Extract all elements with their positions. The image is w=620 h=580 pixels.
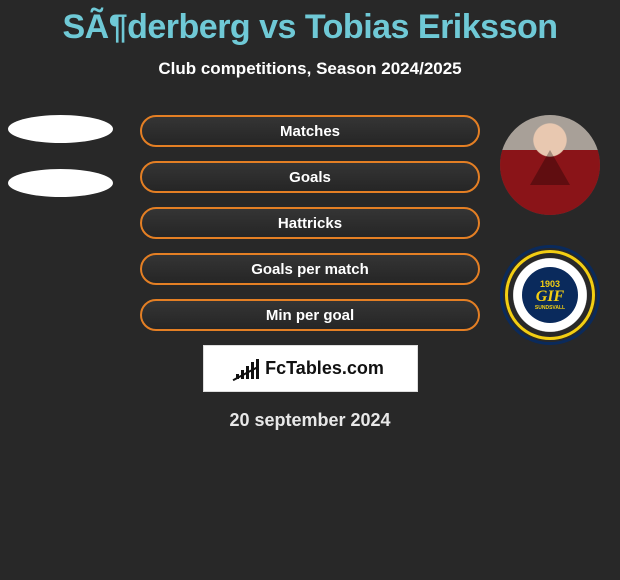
branding-box[interactable]: FcTables.com	[203, 345, 418, 392]
comparison-panel: 1903 GIF SUNDSVALL Matches Goals Hattric…	[0, 115, 620, 431]
club-badge-monogram: GIF	[536, 289, 564, 305]
right-player-avatar	[500, 115, 600, 215]
stat-label: Hattricks	[278, 215, 342, 232]
branding-logo-icon	[236, 359, 259, 379]
stat-bars: Matches Goals Hattricks Goals per match …	[140, 115, 480, 331]
stat-bar-min-per-goal: Min per goal	[140, 299, 480, 331]
stat-label: Min per goal	[266, 307, 354, 324]
footer-date: 20 september 2024	[0, 410, 620, 431]
page-subtitle: Club competitions, Season 2024/2025	[0, 59, 620, 79]
stat-bar-goals-per-match: Goals per match	[140, 253, 480, 285]
stat-label: Goals per match	[251, 261, 369, 278]
left-player-avatar-placeholder	[8, 115, 113, 143]
stat-label: Matches	[280, 123, 340, 140]
stat-bar-hattricks: Hattricks	[140, 207, 480, 239]
right-player-column: 1903 GIF SUNDSVALL	[500, 115, 600, 345]
stat-bar-goals: Goals	[140, 161, 480, 193]
page-title: SÃ¶derberg vs Tobias Eriksson	[0, 0, 620, 47]
left-player-column	[8, 115, 113, 223]
player-photo	[500, 115, 600, 215]
right-club-badge: 1903 GIF SUNDSVALL	[500, 245, 600, 345]
stat-label: Goals	[289, 169, 331, 186]
branding-site-name: FcTables.com	[265, 358, 384, 379]
club-badge-year: 1903	[540, 279, 560, 289]
left-club-badge-placeholder	[8, 169, 113, 197]
stat-bar-matches: Matches	[140, 115, 480, 147]
club-badge-inner: 1903 GIF SUNDSVALL	[522, 267, 578, 323]
club-badge-city: SUNDSVALL	[535, 305, 565, 311]
